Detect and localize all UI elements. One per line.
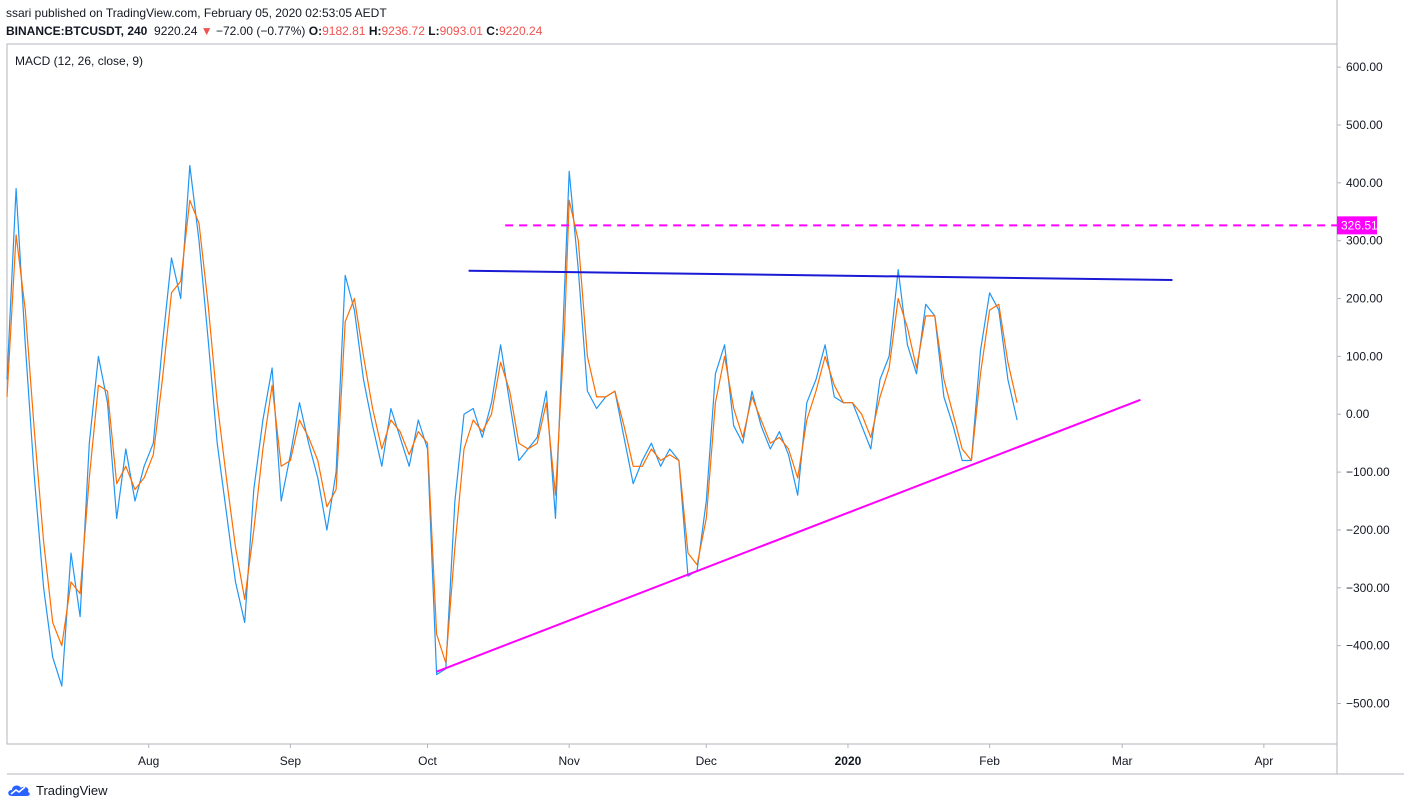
x-tick-label: Sep [280,754,302,768]
down-arrow-icon: ▼ [200,24,213,38]
x-tick-label: Dec [696,754,717,768]
low-label: L: [428,24,440,38]
tradingview-cloud-logo-icon [8,785,30,796]
y-tick-label: 400.00 [1346,176,1383,190]
x-tick-label: Feb [979,754,1000,768]
y-tick-label: 600.00 [1346,60,1383,74]
low-value: 9093.01 [439,24,483,38]
upper-trendline [468,269,1173,282]
y-tick-label: 300.00 [1346,234,1383,248]
y-tick-label: −300.00 [1346,581,1390,595]
y-tick-label: −100.00 [1346,465,1390,479]
level-price-label: 326.51 [1341,218,1378,232]
symbol-line: BINANCE:BTCUSDT, 240 9220.24 ▼ −72.00 (−… [6,22,542,40]
open-value: 9182.81 [322,24,366,38]
indicator-label: MACD (12, 26, close, 9) [15,54,143,68]
y-tick-label: 100.00 [1346,349,1383,363]
macd-line [6,164,1018,687]
signal-line [6,199,1018,664]
publish-info: ssari published on TradingView.com, Febr… [6,6,387,20]
open-label: O: [308,24,323,38]
last-price: 9220.24 [154,24,198,38]
x-tick-label: Oct [418,754,437,768]
y-tick-label: −400.00 [1346,639,1390,653]
x-tick-label: Apr [1255,754,1274,768]
close-label: C: [486,24,499,38]
y-tick-label: 500.00 [1346,118,1383,132]
tradingview-footer: TradingView [6,782,108,798]
plot-area [6,43,1338,745]
chart-header: ssari published on TradingView.com, Febr… [6,4,542,40]
high-label: H: [368,24,382,38]
symbol-label: BINANCE:BTCUSDT, 240 [6,24,148,38]
footer-brand: TradingView [36,782,108,798]
x-tick-label: Mar [1112,754,1133,768]
y-tick-label: 0.00 [1346,407,1370,421]
x-tick-label: Aug [138,754,159,768]
high-value: 9236.72 [381,24,425,38]
close-value: 9220.24 [498,24,543,38]
lower-trendline [436,398,1141,673]
y-tick-label: −200.00 [1346,523,1390,537]
price-change: −72.00 (−0.77%) [216,24,306,38]
x-tick-label: Nov [558,754,579,768]
y-tick-label: −500.00 [1346,697,1390,711]
y-tick-label: 200.00 [1346,292,1383,306]
x-tick-label: 2020 [835,754,862,768]
level-price-badge [1337,216,1377,235]
